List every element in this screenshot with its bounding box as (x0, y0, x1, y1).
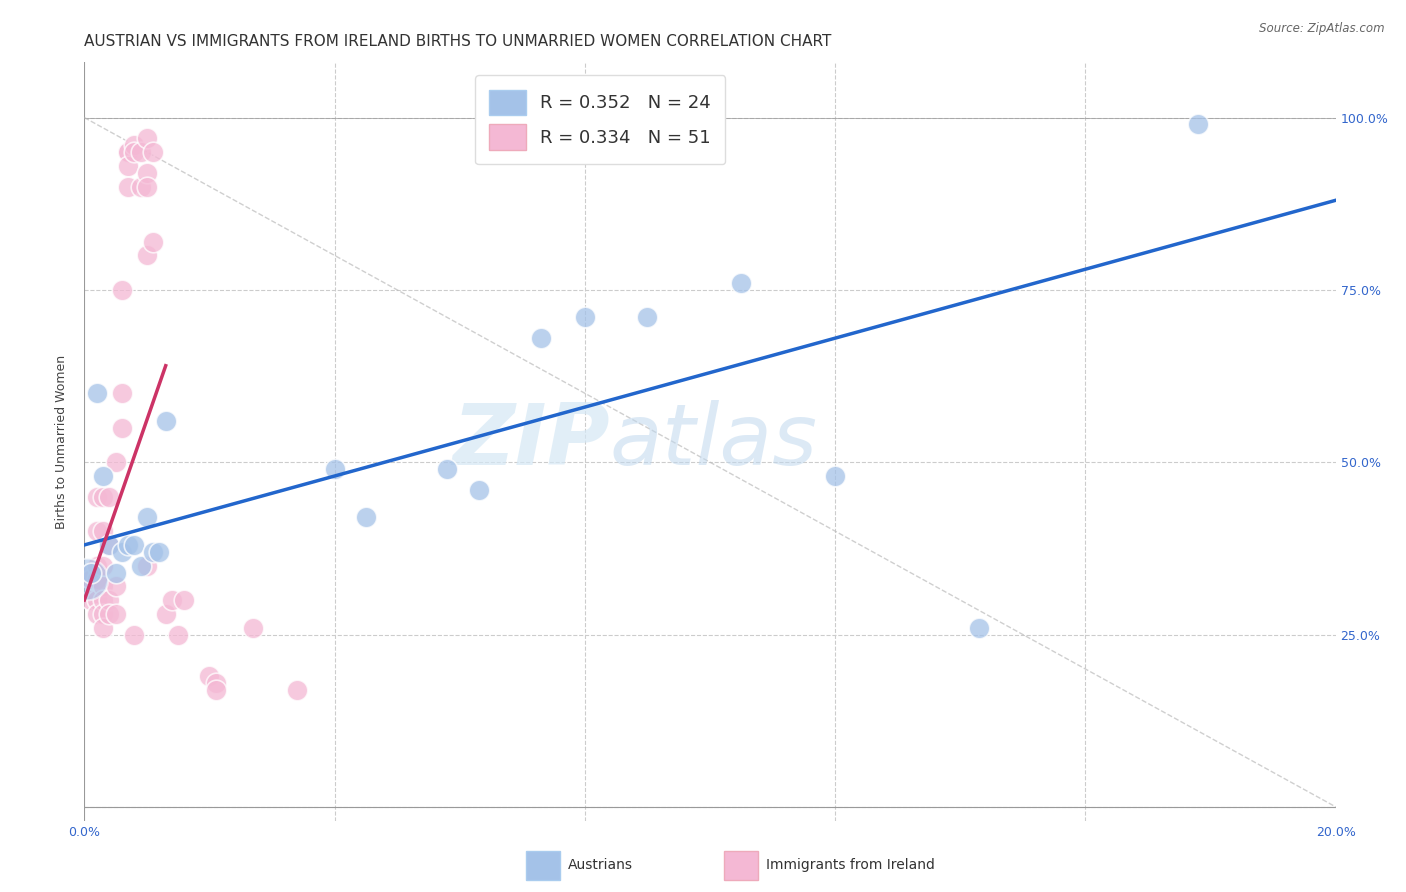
Point (136, 179, 159, 194)
Point (1187, 118, 1209, 132)
Text: atlas: atlas (610, 400, 818, 483)
Point (91, 469, 114, 483)
Point (86, 593, 108, 607)
Point (148, 545, 170, 559)
Point (91, 524, 114, 538)
Point (967, 621, 990, 635)
Point (204, 682, 226, 697)
Bar (526, 851, 560, 880)
Point (436, 462, 458, 476)
Point (574, 310, 596, 325)
Point (79, 566, 101, 580)
Point (167, 627, 190, 641)
Point (354, 510, 377, 524)
Point (104, 579, 127, 593)
Point (86, 558, 108, 573)
Point (117, 145, 139, 159)
Point (117, 159, 139, 173)
Point (155, 414, 177, 428)
Point (91, 579, 114, 593)
Point (124, 145, 146, 159)
Point (136, 131, 159, 145)
Text: Immigrants from Ireland: Immigrants from Ireland (766, 858, 935, 872)
Point (98, 538, 121, 552)
Point (91, 558, 114, 573)
Point (86, 524, 108, 538)
Text: Source: ZipAtlas.com: Source: ZipAtlas.com (1260, 22, 1385, 36)
Point (160, 593, 183, 607)
Point (79, 593, 101, 607)
Point (173, 593, 195, 607)
Point (242, 621, 264, 635)
Point (637, 310, 659, 325)
Point (86, 607, 108, 621)
Point (98, 538, 121, 552)
Point (91, 621, 114, 635)
Point (86, 490, 108, 504)
Point (142, 145, 165, 159)
Point (136, 510, 159, 524)
Point (104, 455, 127, 469)
Point (104, 607, 127, 621)
Point (136, 166, 159, 180)
Point (79, 566, 101, 580)
Point (91, 490, 114, 504)
Y-axis label: Births to Unmarried Women: Births to Unmarried Women (55, 354, 69, 529)
Point (124, 138, 146, 153)
Point (117, 538, 139, 552)
Point (111, 386, 134, 401)
Point (129, 558, 152, 573)
Point (98, 607, 121, 621)
Point (79, 573, 101, 587)
Point (111, 545, 134, 559)
Text: Austrians: Austrians (568, 858, 633, 872)
Point (136, 248, 159, 262)
Point (136, 558, 159, 573)
Point (124, 538, 146, 552)
Point (155, 607, 177, 621)
Legend: R = 0.352   N = 24, R = 0.334   N = 51: R = 0.352 N = 24, R = 0.334 N = 51 (475, 75, 725, 164)
Point (198, 669, 221, 683)
Point (204, 675, 226, 690)
Point (91, 607, 114, 621)
Point (86, 573, 108, 587)
Point (111, 283, 134, 297)
Point (129, 145, 152, 159)
Point (104, 566, 127, 580)
Point (91, 593, 114, 607)
Point (467, 483, 489, 497)
Point (124, 627, 146, 641)
Point (530, 331, 553, 345)
Point (76, 573, 98, 587)
Bar (724, 851, 758, 880)
Point (142, 235, 165, 249)
Point (86, 386, 108, 401)
Point (142, 545, 165, 559)
Point (730, 276, 752, 290)
Point (129, 179, 152, 194)
Point (117, 179, 139, 194)
Point (111, 421, 134, 435)
Text: ZIP: ZIP (453, 400, 610, 483)
Point (285, 682, 308, 697)
Point (98, 490, 121, 504)
Point (824, 469, 846, 483)
Text: AUSTRIAN VS IMMIGRANTS FROM IRELAND BIRTHS TO UNMARRIED WOMEN CORRELATION CHART: AUSTRIAN VS IMMIGRANTS FROM IRELAND BIRT… (84, 34, 832, 49)
Point (323, 462, 346, 476)
Point (117, 145, 139, 159)
Point (98, 593, 121, 607)
